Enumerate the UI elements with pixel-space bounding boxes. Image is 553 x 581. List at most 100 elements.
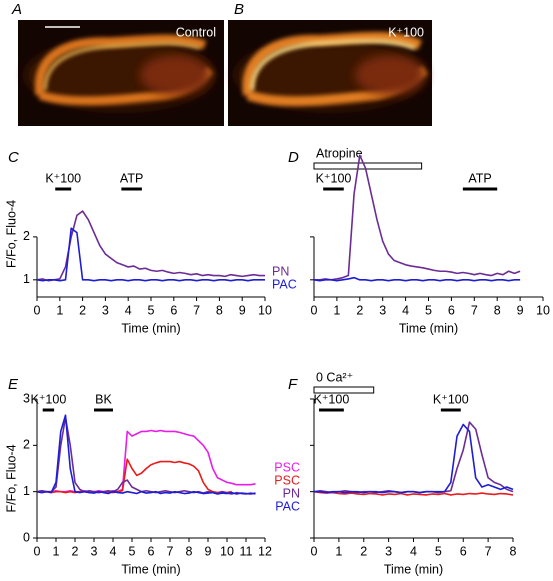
x-axis-label: Time (min) bbox=[384, 562, 443, 576]
legend-entry: PSC bbox=[274, 473, 300, 487]
stimulus-label: K⁺100 bbox=[45, 171, 81, 185]
x-tick-label: 9 bbox=[205, 544, 212, 558]
x-tick-label: 10 bbox=[536, 303, 550, 317]
trace bbox=[36, 414, 256, 495]
y-tick-label: 1 bbox=[23, 272, 30, 286]
stimulus-bar bbox=[313, 386, 375, 394]
legend-entry: PN bbox=[272, 264, 289, 278]
panel-letter: D bbox=[288, 149, 299, 166]
stimulus-label: K⁺100 bbox=[433, 392, 469, 406]
x-tick-label: 3 bbox=[385, 544, 392, 558]
stimulus-label: K⁺100 bbox=[314, 392, 350, 406]
x-tick-label: 6 bbox=[170, 303, 177, 317]
x-tick-label: 11 bbox=[240, 544, 253, 558]
stimulus-bar bbox=[462, 187, 498, 191]
x-tick-label: 12 bbox=[258, 544, 272, 558]
x-tick-label: 8 bbox=[216, 303, 223, 317]
panel-letter: F bbox=[288, 376, 298, 393]
x-tick-label: 3 bbox=[102, 303, 109, 317]
stimulus-label: K⁺100 bbox=[316, 171, 352, 185]
trace bbox=[314, 154, 521, 281]
trace bbox=[36, 210, 265, 282]
x-axis-label: Time (min) bbox=[121, 562, 180, 576]
stimulus-bar bbox=[440, 408, 461, 412]
x-tick-label: 6 bbox=[148, 544, 155, 558]
x-tick-label: 6 bbox=[448, 303, 455, 317]
stimulus-label: Atropine bbox=[316, 146, 363, 160]
x-tick-label: 0 bbox=[311, 303, 318, 317]
y-tick-label: 2 bbox=[23, 229, 30, 243]
x-tick-label: 5 bbox=[129, 544, 136, 558]
y-axis-label: F/Fo, Fluo-4 bbox=[4, 444, 18, 512]
x-tick-label: 3 bbox=[379, 303, 386, 317]
x-tick-label: 9 bbox=[517, 303, 524, 317]
x-tick-label: 10 bbox=[258, 303, 272, 317]
x-tick-label: 4 bbox=[125, 303, 132, 317]
stimulus-bar bbox=[55, 187, 72, 191]
trace bbox=[313, 421, 514, 494]
x-tick-label: 7 bbox=[471, 303, 478, 317]
stimulus-bar bbox=[318, 408, 344, 412]
x-tick-label: 5 bbox=[435, 544, 442, 558]
trace bbox=[36, 429, 256, 493]
x-tick-label: 0 bbox=[311, 544, 318, 558]
stimulus-bar bbox=[42, 408, 55, 412]
x-tick-label: 6 bbox=[460, 544, 467, 558]
stimulus-label: K⁺100 bbox=[31, 392, 67, 406]
x-tick-label: 0 bbox=[34, 303, 41, 317]
stimulus-bar bbox=[313, 162, 423, 170]
x-tick-label: 7 bbox=[485, 544, 492, 558]
micrograph bbox=[18, 20, 224, 126]
stimulus-label: ATP bbox=[120, 171, 143, 185]
x-tick-label: 3 bbox=[91, 544, 98, 558]
x-tick-label: 7 bbox=[193, 303, 200, 317]
x-tick-label: 2 bbox=[72, 544, 79, 558]
x-axis-label: Time (min) bbox=[121, 321, 180, 335]
trace bbox=[313, 276, 521, 282]
stimulus-bar bbox=[121, 187, 142, 191]
x-tick-label: 7 bbox=[167, 544, 174, 558]
x-tick-label: 1 bbox=[53, 544, 60, 558]
x-tick-label: 8 bbox=[494, 303, 501, 317]
x-tick-label: 8 bbox=[186, 544, 193, 558]
panel-letter: B bbox=[234, 1, 244, 18]
micrograph bbox=[228, 20, 432, 126]
stimulus-label: 0 Ca²⁺ bbox=[316, 370, 353, 384]
y-axis-label: F/Fo, Fluo-4 bbox=[4, 200, 18, 268]
panel-letter: E bbox=[8, 376, 19, 393]
stimulus-bar bbox=[323, 187, 344, 191]
x-tick-label: 9 bbox=[239, 303, 246, 317]
stimulus-label: BK bbox=[95, 392, 112, 406]
legend-entry: PAC bbox=[272, 277, 297, 291]
x-tick-label: 5 bbox=[148, 303, 155, 317]
legend-entry: PAC bbox=[275, 499, 300, 513]
x-tick-label: 5 bbox=[425, 303, 432, 317]
trace bbox=[36, 458, 232, 494]
x-tick-label: 1 bbox=[56, 303, 63, 317]
x-tick-label: 2 bbox=[79, 303, 86, 317]
x-tick-label: 4 bbox=[402, 303, 409, 317]
x-tick-label: 4 bbox=[110, 544, 117, 558]
y-tick-label: 1 bbox=[23, 484, 30, 498]
panel-letter: A bbox=[11, 1, 22, 18]
image-label: Control bbox=[176, 25, 216, 39]
image-label: K⁺100 bbox=[388, 25, 424, 39]
x-tick-label: 1 bbox=[335, 544, 342, 558]
stimulus-label: ATP bbox=[468, 171, 491, 185]
panel-letter: C bbox=[8, 149, 19, 166]
x-tick-label: 2 bbox=[360, 544, 367, 558]
trace bbox=[36, 227, 265, 282]
stimulus-bar bbox=[94, 408, 113, 412]
y-tick-label: 0 bbox=[23, 530, 30, 544]
x-tick-label: 2 bbox=[356, 303, 363, 317]
x-tick-label: 8 bbox=[510, 544, 517, 558]
x-tick-label: 0 bbox=[34, 544, 41, 558]
x-tick-label: 10 bbox=[220, 544, 234, 558]
y-tick-label: 2 bbox=[23, 438, 30, 452]
legend-entry: PSC bbox=[274, 460, 300, 474]
trace bbox=[313, 490, 514, 496]
x-axis-label: Time (min) bbox=[399, 321, 458, 335]
legend-entry: PN bbox=[283, 486, 300, 500]
x-tick-label: 1 bbox=[333, 303, 340, 317]
